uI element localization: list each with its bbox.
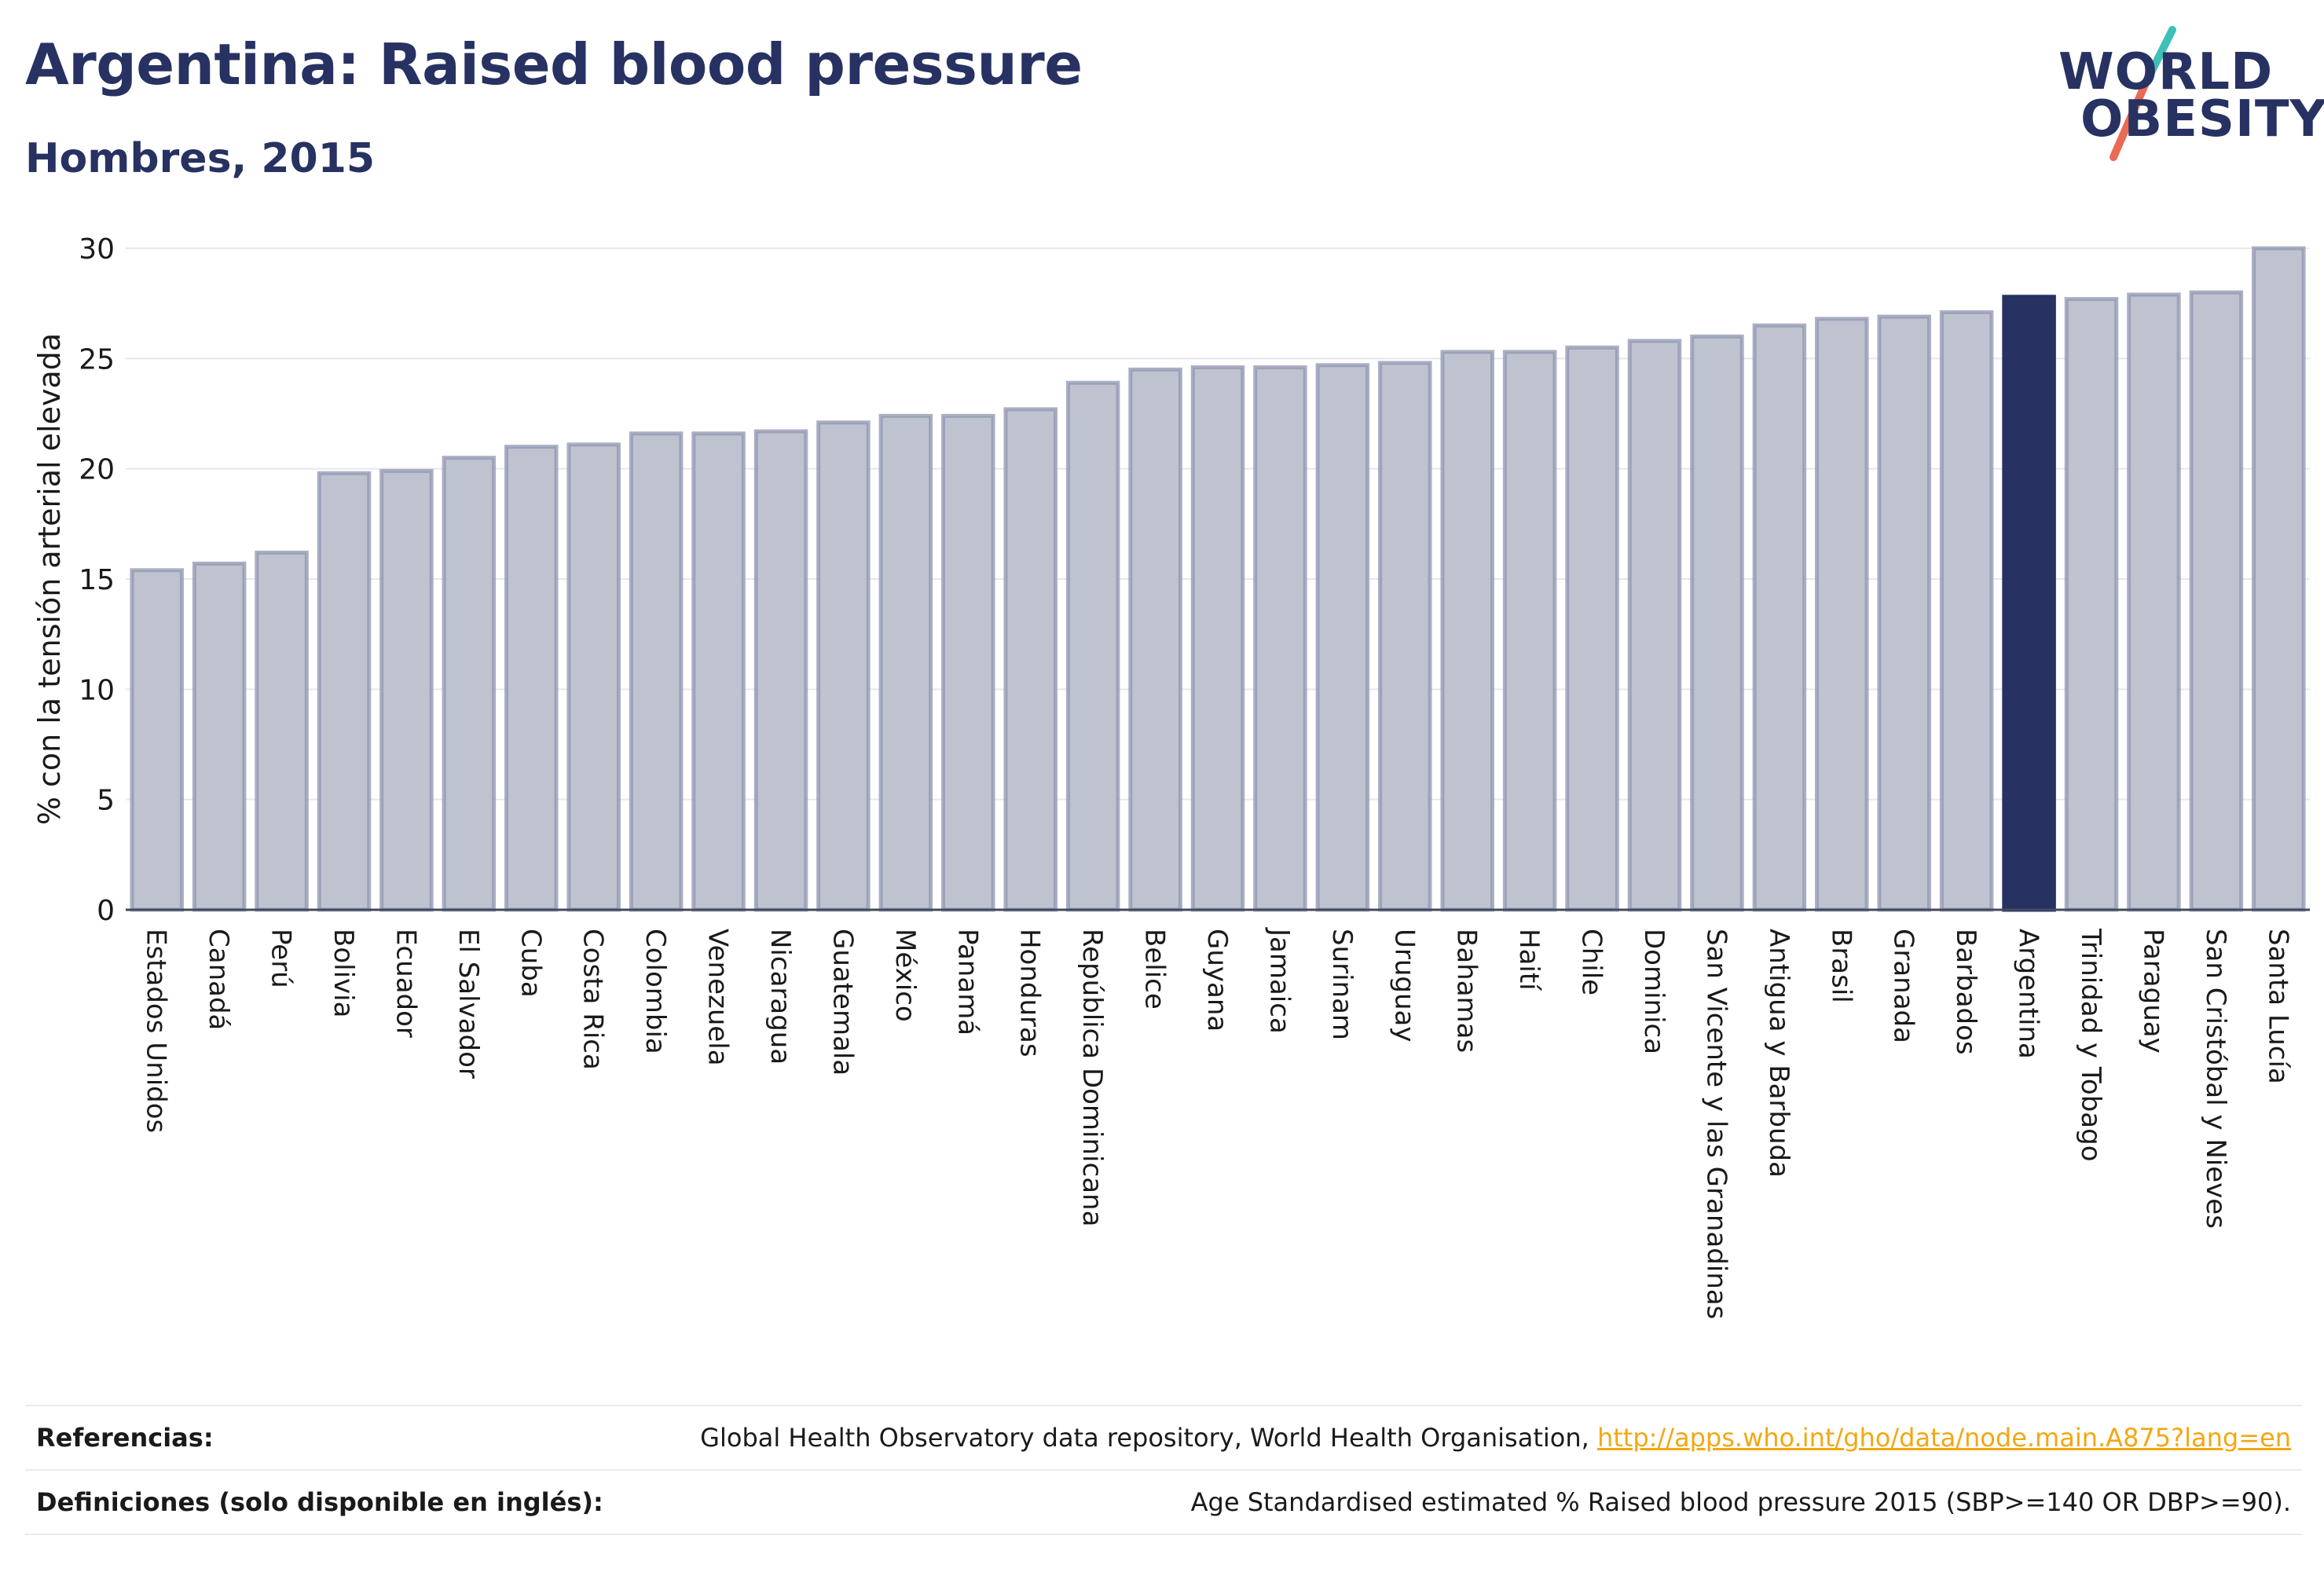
bar bbox=[1190, 365, 1245, 912]
bar bbox=[317, 471, 372, 912]
x-tick-label: Honduras bbox=[1014, 929, 1046, 1057]
x-tick-label: Ecuador bbox=[390, 929, 421, 1038]
x-tick-label: Granada bbox=[1888, 929, 1919, 1043]
bar bbox=[1315, 363, 1370, 912]
x-tick-label: Surinam bbox=[1326, 929, 1358, 1040]
bar bbox=[130, 568, 184, 912]
x-tick-label: Santa Lucía bbox=[2262, 929, 2293, 1084]
y-axis-label: % con la tensión arterial elevada bbox=[32, 333, 67, 825]
x-tick-label: Chile bbox=[1576, 929, 1607, 995]
x-tick-label: Guatemala bbox=[827, 929, 858, 1076]
bar bbox=[1690, 334, 1744, 912]
bar bbox=[941, 413, 995, 912]
bar bbox=[1565, 345, 1619, 912]
references-label: Referencias: bbox=[36, 1423, 214, 1453]
references-text: Global Health Observatory data repositor… bbox=[700, 1423, 1597, 1453]
y-tick-label: 5 bbox=[97, 785, 115, 817]
bar bbox=[2252, 246, 2306, 912]
x-tick-label: Colombia bbox=[640, 929, 671, 1054]
x-tick-label: Argentina bbox=[2013, 929, 2044, 1059]
bar bbox=[192, 561, 247, 912]
definitions-label: Definiciones (solo disponible en inglés)… bbox=[36, 1487, 603, 1517]
x-tick-label: Brasil bbox=[1825, 929, 1857, 1003]
bar bbox=[1128, 367, 1182, 912]
logo-line-2: OBESITY bbox=[2080, 90, 2324, 148]
y-tick-label: 15 bbox=[79, 564, 115, 596]
world-obesity-logo: WORLD OBESITY bbox=[2043, 24, 2324, 165]
references-link[interactable]: http://apps.who.int/gho/data/node.main.A… bbox=[1596, 1423, 2291, 1453]
x-tick-label: Nicaragua bbox=[764, 929, 796, 1065]
bar bbox=[379, 468, 434, 912]
logo-line-1: WORLD bbox=[2058, 43, 2274, 101]
x-tick-label: Belice bbox=[1139, 929, 1171, 1010]
bar-chart: 0 5 10 15 20 25 30 Estados Unidos Canadá Perú Bol… bbox=[32, 233, 2310, 1319]
footer: Referencias: Global Health Observatory d… bbox=[25, 1405, 2302, 1535]
x-tick-label: Haití bbox=[1513, 929, 1545, 991]
bar bbox=[1065, 380, 1120, 912]
bar bbox=[1877, 314, 1931, 912]
x-tick-label: República Dominicana bbox=[1076, 929, 1108, 1226]
y-tick-label: 0 bbox=[97, 895, 115, 927]
bar bbox=[1815, 317, 1869, 912]
bar bbox=[629, 431, 684, 912]
x-tick-label: Dominica bbox=[1638, 929, 1670, 1054]
x-tick-label: México bbox=[889, 929, 921, 1022]
bar bbox=[1003, 407, 1058, 912]
x-tick-label: Antigua y Barbuda bbox=[1763, 929, 1794, 1178]
bar bbox=[1627, 339, 1682, 912]
definitions-text: Age Standardised estimated % Raised bloo… bbox=[1190, 1487, 2291, 1517]
x-tick-label: Panamá bbox=[951, 929, 983, 1035]
x-tick-label: Perú bbox=[266, 929, 297, 988]
bar bbox=[566, 442, 621, 912]
bar bbox=[1440, 350, 1494, 912]
x-tick-labels: Estados Unidos Canadá Perú Bolivia Ecuador El… bbox=[141, 927, 2294, 1319]
y-tick-label: 20 bbox=[79, 454, 115, 486]
chart-title: Argentina: Raised blood pressure bbox=[25, 31, 1083, 97]
references-row: Referencias: Global Health Observatory d… bbox=[25, 1405, 2302, 1469]
logo-slash-icon bbox=[2110, 26, 2176, 161]
x-tick-label: Cuba bbox=[515, 929, 546, 998]
x-tick-label: San Vicente y las Granadinas bbox=[1700, 929, 1732, 1319]
x-tick-label: Estados Unidos bbox=[141, 929, 172, 1133]
x-tick-label: Barbados bbox=[1950, 929, 1981, 1055]
x-tick-label: Bahamas bbox=[1451, 929, 1483, 1053]
x-tick-label: El Salvador bbox=[453, 929, 484, 1079]
bar bbox=[1939, 310, 1994, 912]
y-tick-label: 30 bbox=[79, 233, 115, 266]
bar bbox=[1752, 323, 1807, 912]
x-tick-label: Trinidad y Tobago bbox=[2075, 928, 2106, 1162]
x-tick-label: Bolivia bbox=[328, 929, 359, 1017]
y-tick-label: 25 bbox=[79, 343, 115, 376]
x-tick-label: Jamaica bbox=[1263, 927, 1295, 1034]
bar bbox=[691, 431, 746, 912]
bar bbox=[504, 445, 559, 912]
x-tick-label: Venezuela bbox=[702, 929, 734, 1066]
x-tick-label: Paraguay bbox=[2137, 929, 2168, 1054]
x-tick-label: Canadá bbox=[203, 929, 234, 1030]
y-tick-label: 10 bbox=[79, 674, 115, 706]
bars bbox=[130, 246, 2306, 912]
definitions-row: Definiciones (solo disponible en inglés)… bbox=[25, 1469, 2302, 1535]
bar bbox=[878, 413, 933, 912]
x-tick-label: Costa Rica bbox=[577, 929, 609, 1070]
bar bbox=[1253, 365, 1307, 912]
chart-subtitle: Hombres, 2015 bbox=[25, 135, 376, 182]
bar bbox=[1378, 361, 1432, 912]
x-tick-label: San Cristóbal y Nieves bbox=[2200, 929, 2231, 1229]
bar bbox=[2002, 295, 2056, 912]
bar bbox=[2064, 297, 2119, 912]
references-value: Global Health Observatory data repositor… bbox=[700, 1423, 2291, 1453]
bar bbox=[2189, 290, 2244, 912]
bar bbox=[255, 550, 309, 912]
bar bbox=[753, 429, 808, 912]
bar bbox=[816, 420, 871, 912]
bar bbox=[442, 456, 497, 912]
x-tick-label: Guyana bbox=[1201, 929, 1233, 1032]
x-tick-label: Uruguay bbox=[1388, 929, 1420, 1043]
y-tick-labels: 0 5 10 15 20 25 30 bbox=[79, 233, 115, 927]
bar bbox=[2127, 292, 2181, 912]
bar bbox=[1502, 350, 1557, 912]
